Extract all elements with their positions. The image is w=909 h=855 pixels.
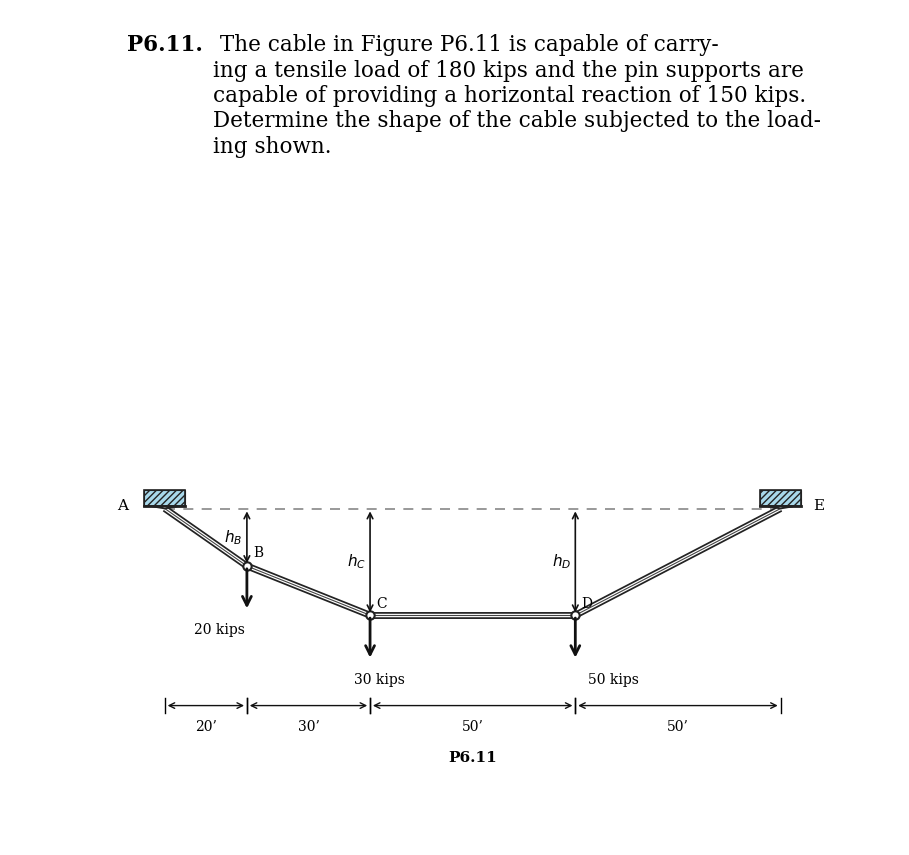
Text: 20 kips: 20 kips	[194, 623, 245, 638]
Text: 50 kips: 50 kips	[587, 673, 638, 687]
Text: The cable in Figure P6.11 is capable of carry-
ing a tensile load of 180 kips an: The cable in Figure P6.11 is capable of …	[213, 34, 821, 158]
Text: P6.11.: P6.11.	[127, 34, 203, 56]
Polygon shape	[768, 506, 793, 509]
Text: 50’: 50’	[462, 720, 484, 734]
Bar	[760, 490, 801, 506]
Text: A: A	[117, 499, 128, 514]
Text: E: E	[814, 499, 824, 514]
Text: $h_D$: $h_D$	[552, 552, 571, 571]
Text: 20’: 20’	[195, 720, 216, 734]
Bar	[760, 490, 801, 506]
Polygon shape	[153, 506, 177, 509]
Text: D: D	[582, 597, 593, 611]
Text: $h_C$: $h_C$	[347, 552, 366, 571]
Text: C: C	[376, 597, 387, 611]
Text: 30’: 30’	[297, 720, 319, 734]
Text: 30 kips: 30 kips	[354, 673, 405, 687]
Text: B: B	[253, 545, 264, 560]
Text: P6.11: P6.11	[448, 751, 497, 764]
Bar	[145, 490, 185, 506]
Text: 50’: 50’	[667, 720, 689, 734]
Bar	[145, 490, 185, 506]
Text: $h_B$: $h_B$	[225, 528, 243, 546]
